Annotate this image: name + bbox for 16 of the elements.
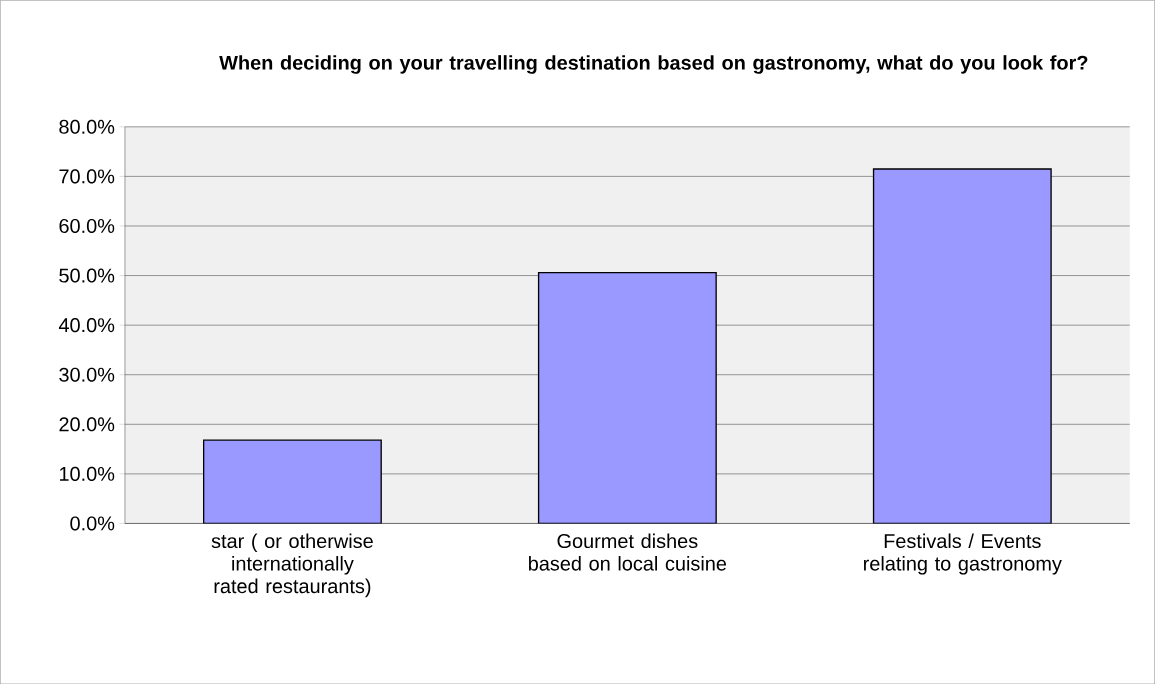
bar [202,439,382,524]
bar [537,271,717,524]
x-tick-label: Festivals / Events relating to gastronomy [864,533,1062,575]
y-tick-label: 20.0% [59,417,115,432]
chart-title: When deciding on your travelling destination based on gastronomy, what do you look for? [219,55,1088,74]
y-tick-label: 0.0% [70,516,115,531]
y-tick-label: 80.0% [59,119,115,134]
y-tick-label: 30.0% [59,367,115,382]
y-tick-label: 50.0% [59,268,115,283]
y-tick-label: 70.0% [59,169,115,184]
y-tick-label: 10.0% [59,466,115,481]
bar [872,168,1052,524]
y-tick-label: 60.0% [59,218,115,233]
x-tick-label: Gourmet dishes based on local cuisine [529,533,727,571]
x-tick-label: star ( or otherwise internationally rated restaurants) [211,533,373,598]
y-tick-label: 40.0% [58,317,115,333]
